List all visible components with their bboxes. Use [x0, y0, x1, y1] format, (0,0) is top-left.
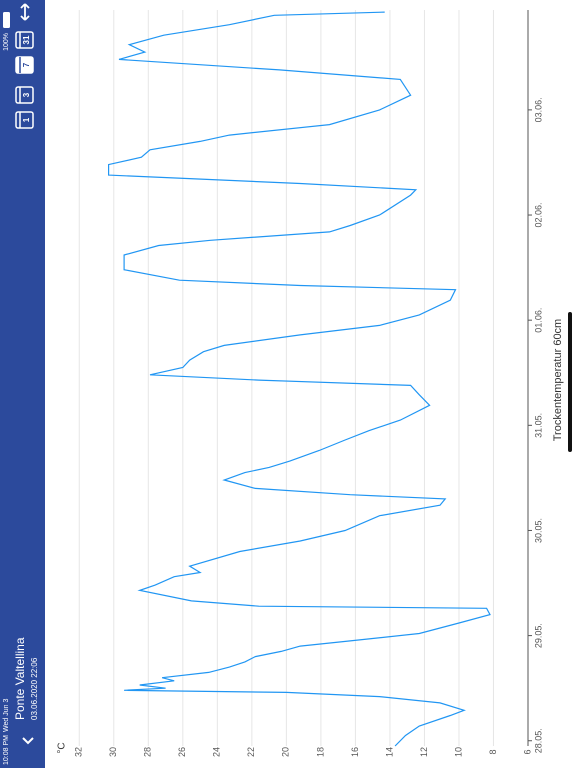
status-battery: 100%	[3, 33, 10, 51]
y-tick-label: 16	[350, 747, 360, 757]
x-tick-label: 29.05.	[533, 623, 543, 648]
y-tick-label: 26	[177, 747, 187, 757]
legend-label: Trockentemperatur 60cm	[552, 319, 564, 441]
status-time: 10:08 PM	[3, 735, 10, 765]
range-label: 31	[22, 35, 31, 44]
y-tick-label: 10	[453, 747, 463, 757]
y-tick-label: 8	[488, 749, 498, 754]
range-label: 1	[22, 117, 31, 122]
y-tick-label: 14	[384, 747, 394, 757]
home-indicator	[568, 312, 572, 452]
x-tick-label: 28.05.	[533, 728, 543, 753]
x-tick-label: 31.05.	[533, 413, 543, 438]
y-tick-label: 22	[246, 747, 256, 757]
range-label: 3	[22, 92, 31, 97]
app-bar	[0, 0, 45, 768]
battery-icon	[3, 12, 10, 28]
x-tick-label: 01.06.	[533, 308, 543, 333]
range-button[interactable]	[15, 111, 34, 129]
x-tick-label: 30.05.	[533, 518, 543, 543]
range-button[interactable]	[15, 31, 34, 49]
y-unit: °C	[57, 742, 68, 753]
y-tick-label: 12	[419, 747, 429, 757]
y-tick-label: 20	[281, 747, 291, 757]
status-date: Wed Jun 3	[3, 699, 10, 732]
range-label: 7	[22, 62, 31, 67]
y-tick-label: 32	[74, 747, 84, 757]
back-button[interactable]	[22, 737, 34, 745]
temperature-line	[108, 11, 491, 747]
y-tick-label: 6	[522, 749, 532, 754]
y-tick-label: 28	[143, 747, 153, 757]
x-tick-label: 02.06.	[533, 203, 543, 228]
rotate-button[interactable]	[20, 3, 30, 21]
x-tick-label: 03.06.	[533, 97, 543, 122]
y-tick-label: 30	[108, 747, 118, 757]
range-button[interactable]	[15, 86, 34, 104]
y-tick-label: 18	[315, 747, 325, 757]
station-title: Ponte Valtellina	[13, 637, 27, 720]
y-tick-label: 24	[212, 747, 222, 757]
timestamp: 03.06.2020 22:06	[30, 657, 39, 720]
